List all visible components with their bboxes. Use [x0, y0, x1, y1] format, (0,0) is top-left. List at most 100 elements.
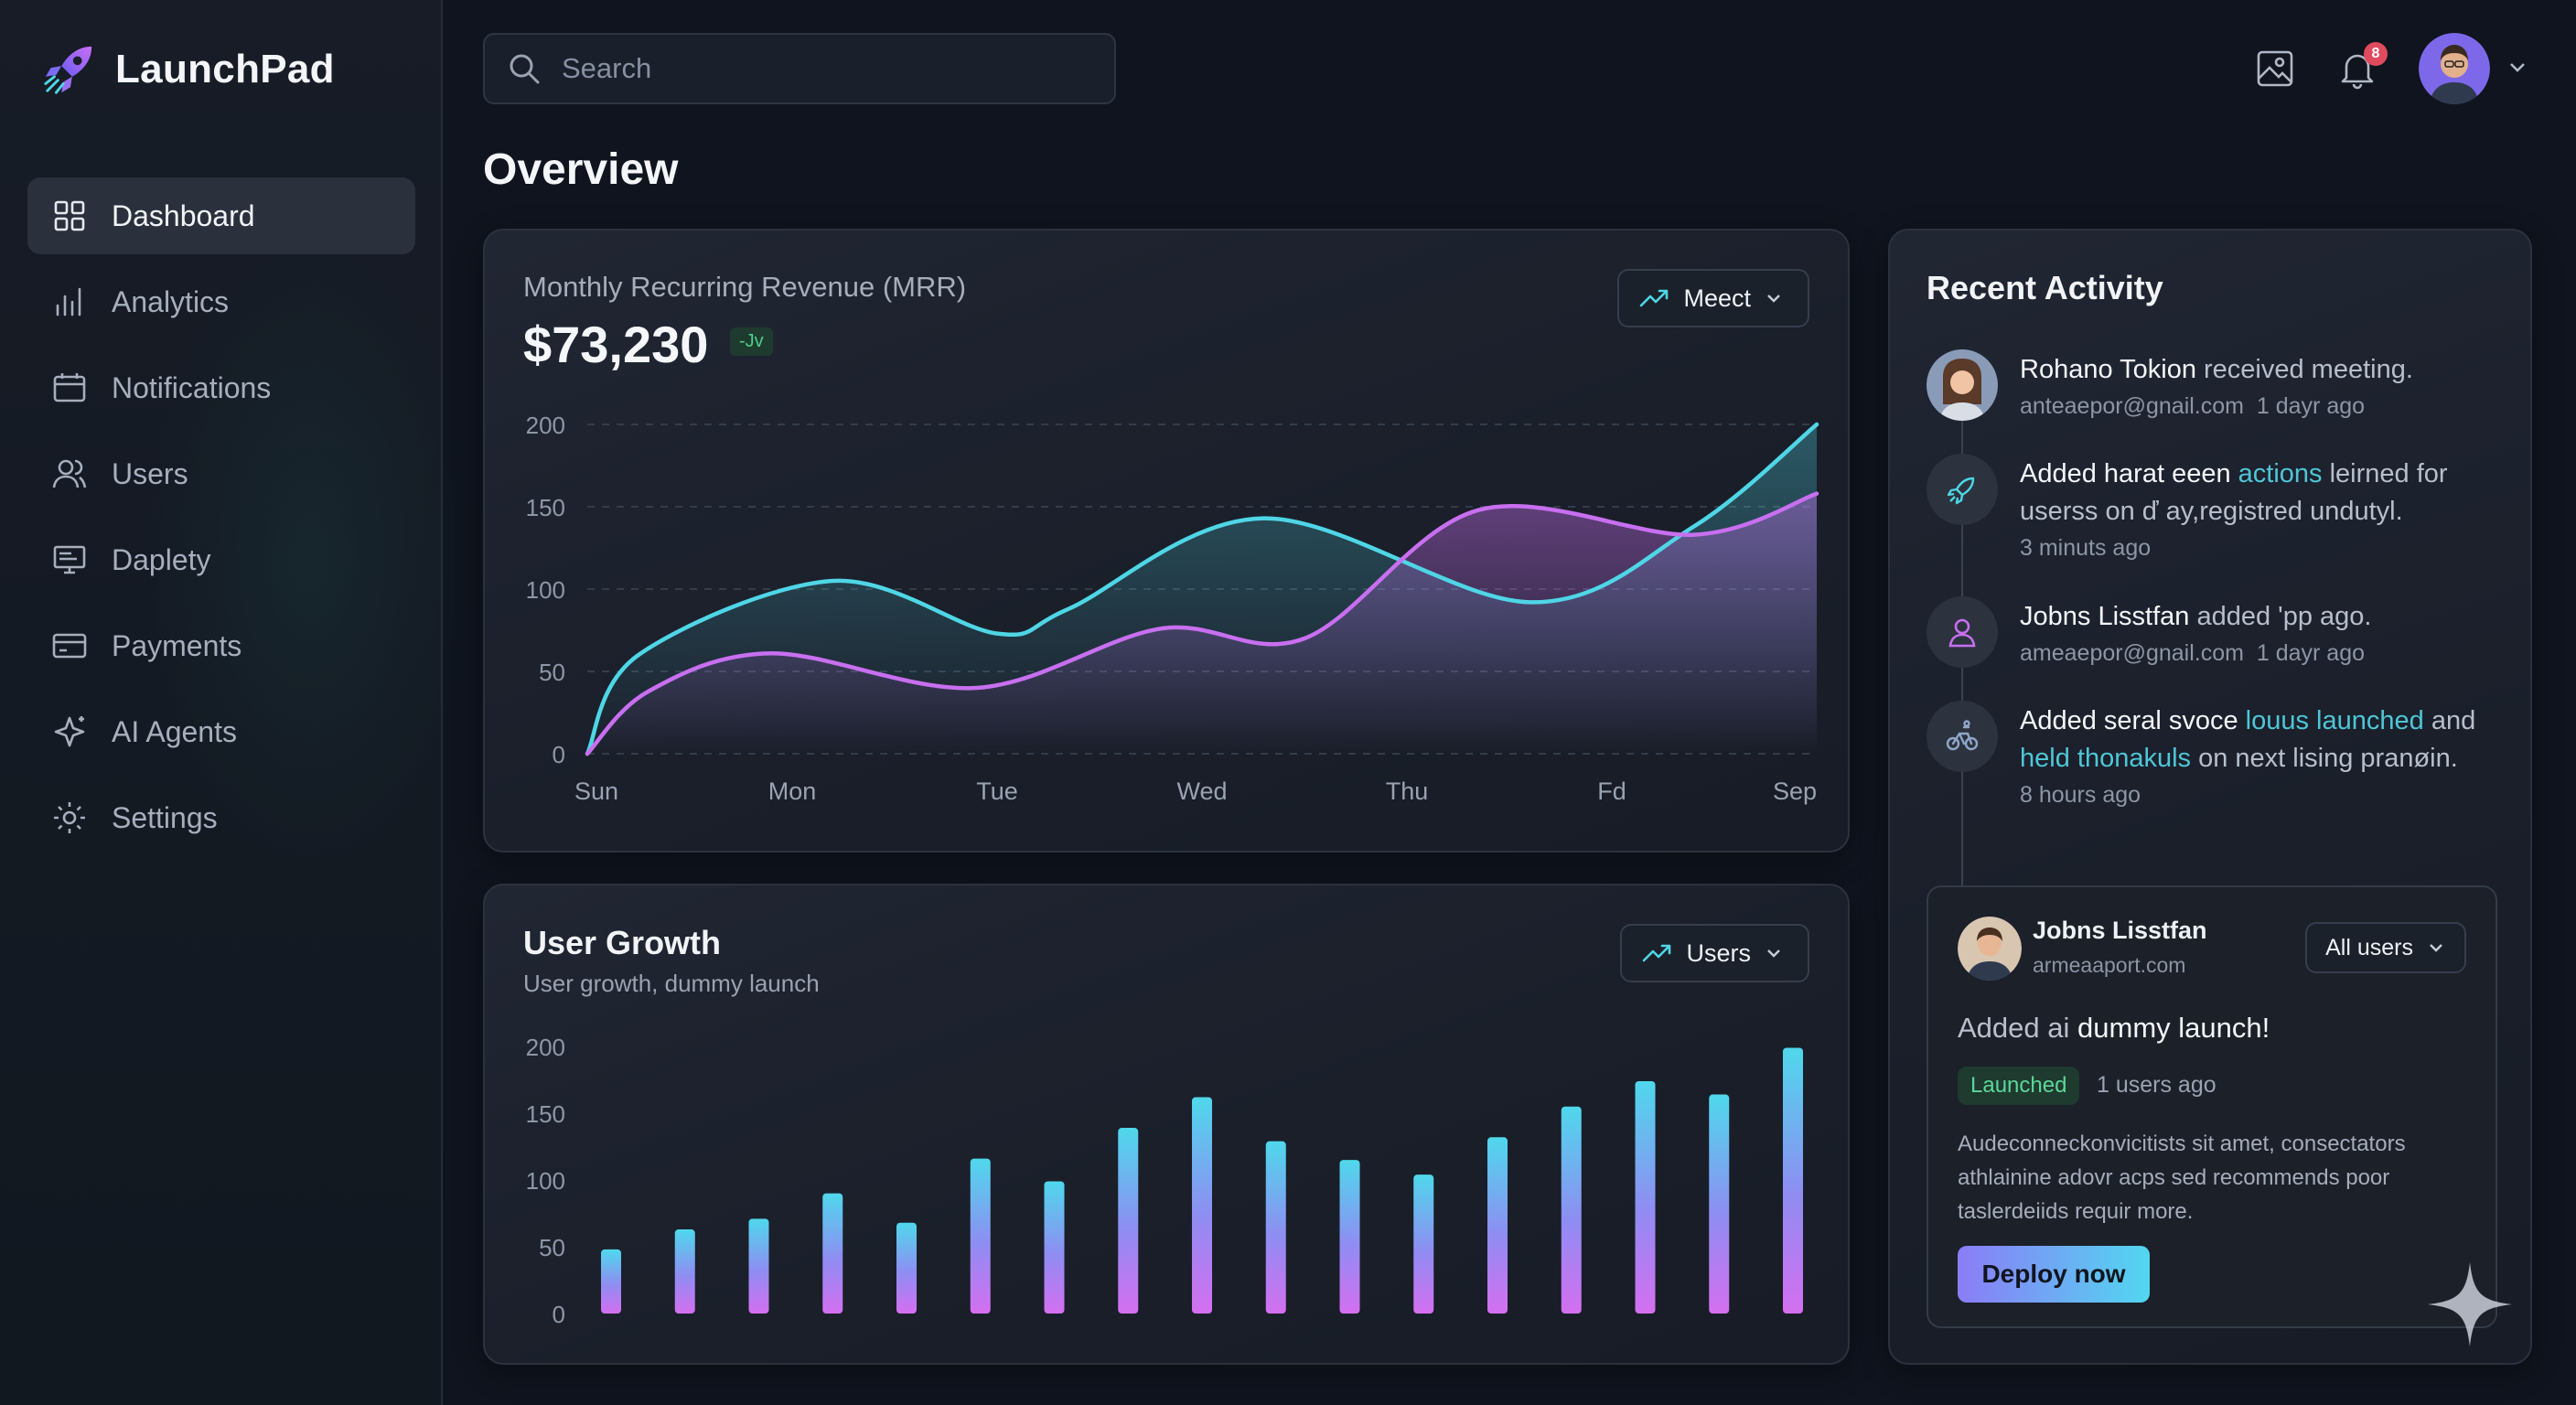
- activity-item[interactable]: Jobns Lisstfan added 'pp ago. ameaepor@g…: [1927, 596, 2512, 688]
- activity-highlight[interactable]: held thonakuls: [2020, 744, 2192, 773]
- user-icon: [1927, 596, 1998, 668]
- sidebar-item-daplety[interactable]: Daplety: [27, 521, 415, 598]
- cycling-icon: [1927, 701, 1998, 772]
- activity-item[interactable]: Rohano Tokion received meeting. anteaepo…: [1927, 349, 2512, 441]
- activity-body: Added seral svoce louus launched and hel…: [2020, 702, 2514, 812]
- mrr-delta-badge: -Jv: [730, 327, 773, 356]
- dropdown-label: Users: [1686, 938, 1751, 967]
- x-tick-label: Sun: [574, 778, 618, 805]
- x-tick-label: Wed: [1176, 778, 1227, 805]
- sidebar-item-label: AI Agents: [112, 714, 237, 748]
- bar: [1635, 1080, 1656, 1314]
- header-actions: 8: [2254, 31, 2530, 106]
- status-badge: Launched: [1958, 1067, 2080, 1105]
- launch-card: Jobns Lisstfan armeaaport.com All users …: [1927, 885, 2497, 1328]
- bar: [1192, 1097, 1212, 1314]
- mrr-label: Monthly Recurring Revenue (MRR): [523, 271, 967, 303]
- activity-item[interactable]: Added harat eeen actions leirned for use…: [1927, 454, 2512, 573]
- bar: [1709, 1094, 1730, 1314]
- deploy-now-button[interactable]: Deploy now: [1958, 1246, 2150, 1303]
- activity-time: 8 hours ago: [2020, 782, 2141, 808]
- sidebar-item-payments[interactable]: Payments: [27, 607, 415, 684]
- bar: [1413, 1174, 1434, 1314]
- sidebar-nav: Dashboard Analytics Notifications Users …: [27, 177, 415, 865]
- rocket-logo-icon: [44, 46, 92, 94]
- launch-headline: Added ai dummy launch!: [1958, 1012, 2270, 1045]
- notification-badge: 8: [2364, 42, 2388, 66]
- mrr-chart: 0 50 100 150 200 Sun Mon Tue Wed Thu Fd Sep: [526, 412, 1819, 805]
- bar: [822, 1193, 843, 1314]
- app-name: LaunchPad: [115, 47, 335, 91]
- bar: [601, 1249, 621, 1314]
- sidebar-item-ai-agents[interactable]: AI Agents: [27, 693, 415, 770]
- y-tick-label: 200: [526, 1034, 565, 1061]
- launch-time: 1 users ago: [2097, 1072, 2216, 1098]
- sidebar-item-settings[interactable]: Settings: [27, 779, 415, 856]
- activity-text: on ď ay,registred undutyl.: [2105, 497, 2403, 526]
- user-menu[interactable]: [2419, 33, 2530, 104]
- bar: [748, 1218, 769, 1314]
- growth-subtitle: User growth, dummy launch: [523, 970, 820, 997]
- activity-text: leirned for userss: [2020, 459, 2448, 526]
- activity-body: Jobns Lisstfan added 'pp ago. ameaepor@g…: [2020, 598, 2514, 670]
- timeline-line: [1961, 401, 1963, 940]
- y-tick-label: 150: [526, 1100, 565, 1128]
- page-title: Overview: [483, 145, 679, 194]
- bell-icon: [2341, 54, 2374, 90]
- chevron-down-icon: [1767, 949, 1780, 958]
- activity-time: 1 dayr ago: [2256, 393, 2366, 419]
- sidebar-item-notifications[interactable]: Notifications: [27, 349, 415, 426]
- audience-dropdown[interactable]: All users: [2305, 922, 2466, 973]
- x-tick-label: Thu: [1386, 778, 1429, 805]
- sidebar-item-label: Users: [112, 456, 188, 490]
- sidebar-item-analytics[interactable]: Analytics: [27, 263, 415, 340]
- chevron-down-icon: [2430, 944, 2442, 952]
- avatar: [2419, 33, 2490, 104]
- sidebar-item-label: Notifications: [112, 370, 272, 404]
- y-tick-label: 50: [539, 659, 565, 686]
- mrr-value: $73,230: [523, 316, 709, 373]
- brand[interactable]: LaunchPad: [40, 37, 335, 102]
- search-bar[interactable]: [483, 33, 1116, 104]
- activity-lead: Added seral svoce: [2020, 706, 2238, 735]
- sidebar-item-label: Settings: [112, 800, 218, 834]
- activity-highlight[interactable]: louus launched: [2245, 706, 2424, 735]
- activity-text: added 'pp ago.: [2196, 602, 2372, 631]
- gear-icon: [51, 799, 88, 836]
- activity-title: Recent Activity: [1927, 269, 2163, 306]
- monitor-icon: [51, 542, 88, 578]
- image-button[interactable]: [2254, 48, 2296, 90]
- bar: [1783, 1047, 1803, 1314]
- x-tick-label: Mon: [768, 778, 817, 805]
- growth-filter-dropdown[interactable]: Users: [1620, 924, 1809, 982]
- search-input[interactable]: [562, 52, 1074, 85]
- x-tick-label: Sep: [1773, 778, 1817, 805]
- launch-user-name: Jobns Lisstfan: [2033, 917, 2207, 944]
- activity-time: 3 minuts ago: [2020, 535, 2152, 561]
- sidebar-item-label: Payments: [112, 628, 242, 662]
- activity-item[interactable]: Added seral svoce louus launched and hel…: [1927, 701, 2512, 874]
- avatar: [1927, 349, 1998, 421]
- y-tick-label: 0: [553, 741, 565, 768]
- trend-up-icon: [1640, 289, 1669, 307]
- notifications-button[interactable]: 8: [2336, 42, 2388, 90]
- x-tick-label: Fd: [1597, 778, 1626, 805]
- mrr-range-dropdown[interactable]: Meect: [1617, 269, 1809, 327]
- dropdown-label: Meect: [1683, 284, 1751, 312]
- bar: [896, 1222, 917, 1314]
- activity-text: received meeting.: [2204, 355, 2413, 384]
- x-tick-label: Tue: [976, 778, 1018, 805]
- activity-highlight[interactable]: actions: [2238, 459, 2323, 488]
- activity-text: on next lising pranøin.: [2198, 744, 2458, 773]
- y-tick-label: 150: [526, 494, 565, 521]
- chevron-down-icon: [2505, 54, 2530, 84]
- bar: [1265, 1141, 1286, 1314]
- sidebar-item-dashboard[interactable]: Dashboard: [27, 177, 415, 254]
- sparkle-icon: [2428, 1262, 2512, 1346]
- sidebar-item-users[interactable]: Users: [27, 435, 415, 512]
- image-icon: [2257, 50, 2293, 87]
- bar: [1561, 1106, 1582, 1314]
- y-tick-label: 100: [526, 1167, 565, 1195]
- launch-headline-strong: dummy launch!: [2077, 1012, 2270, 1044]
- activity-lead: Added: [2020, 459, 2097, 488]
